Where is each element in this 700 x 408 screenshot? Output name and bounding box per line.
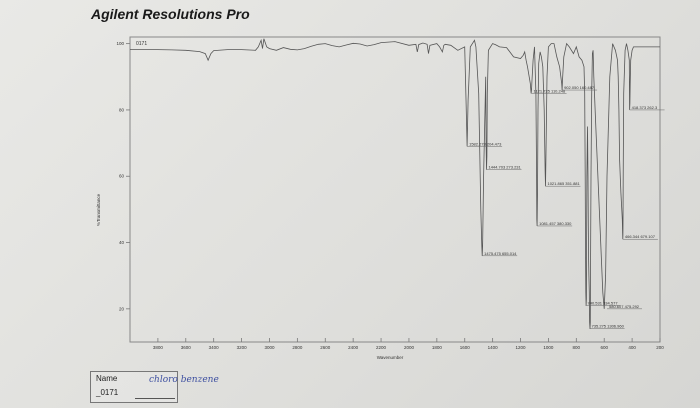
spectrum-line [130, 38, 660, 329]
x-tick-label: 2200 [376, 345, 387, 350]
x-tick-label: 2600 [320, 345, 331, 350]
x-axis-label: Wavenumber [377, 355, 404, 360]
sample-id: _0171 [96, 388, 119, 397]
page-title: Agilent Resolutions Pro [91, 6, 250, 22]
peak-label: 466.344 679.107 [625, 234, 656, 239]
x-tick-label: 1400 [488, 345, 499, 350]
y-tick-label: 40 [119, 240, 125, 245]
x-tick-label: 2800 [292, 345, 303, 350]
plot-frame [129, 36, 661, 343]
y-tick-label: 80 [119, 107, 125, 112]
peak-label: 1582.273 204.473 [469, 141, 502, 146]
x-tick-label: 1200 [516, 345, 527, 350]
peak-label: 740.531 334.577 [588, 301, 619, 306]
y-tick-label: 60 [119, 174, 125, 179]
x-tick-label: 2000 [404, 345, 415, 350]
x-tick-label: 3400 [209, 345, 220, 350]
name-underline [135, 398, 175, 399]
x-tick-label: 1000 [543, 345, 554, 350]
x-tick-label: 3200 [237, 345, 248, 350]
peak-label: 580.607 475.292 [609, 304, 640, 309]
x-tick-label: 600 [600, 345, 608, 350]
y-tick-label: 20 [119, 306, 125, 311]
y-axis-label: %Transmittance [96, 193, 101, 226]
y-tick-label: 100 [116, 41, 124, 46]
x-tick-label: 3000 [264, 345, 275, 350]
x-tick-label: 1600 [460, 345, 471, 350]
peak-label: 1081.457 380.330 [539, 221, 572, 226]
x-tick-label: 200 [656, 345, 664, 350]
x-tick-label: 3600 [181, 345, 192, 350]
x-tick-label: 400 [628, 345, 636, 350]
sample-name-box: Name chloro benzene _0171 [90, 371, 219, 403]
handwritten-sample-name: chloro benzene [149, 375, 219, 385]
x-tick-label: 800 [573, 345, 581, 350]
peak-label: 418.373 262.3 [632, 105, 658, 110]
peak-label: 902.050 160.487 [564, 85, 595, 90]
peak-label: 735.275 1306.960 [592, 324, 625, 329]
peak-label: 1121.725 110.248 [534, 88, 566, 93]
name-label: Name [96, 374, 118, 383]
chart-title: 0171 [136, 41, 147, 47]
x-tick-label: 2400 [348, 345, 359, 350]
peak-label: 1021.865 351.881 [547, 181, 580, 186]
x-tick-label: 3800 [153, 345, 164, 350]
x-tick-label: 1800 [432, 345, 443, 350]
peak-label: 1444.703 273.231 [488, 165, 521, 170]
peak-label: 1475.475 655.014 [484, 251, 517, 256]
